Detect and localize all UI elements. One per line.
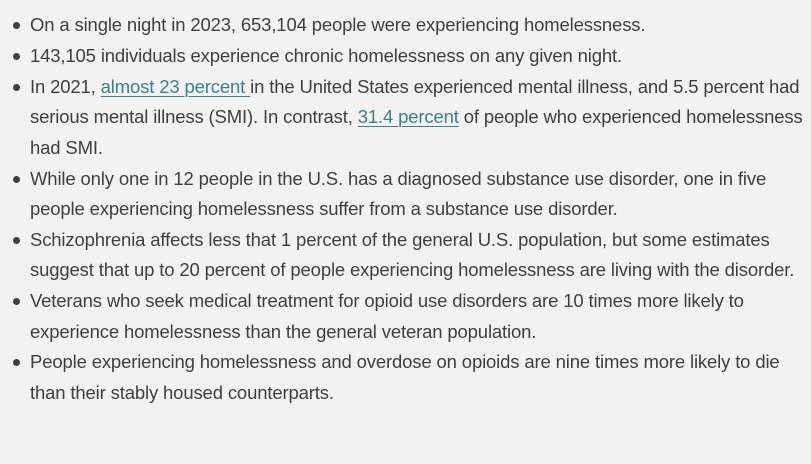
list-item: Schizophrenia affects less that 1 percen… (12, 225, 805, 286)
bullet-icon (13, 22, 20, 29)
bullet-icon (13, 175, 20, 183)
bullet-icon (13, 359, 20, 367)
list-item: While only one in 12 people in the U.S. … (12, 164, 805, 225)
list-item-text: While only one in 12 people in the U.S. … (30, 167, 767, 219)
bullet-icon (13, 298, 20, 306)
list-item-text-middle: in the United States experienced mental … (30, 75, 800, 128)
bullet-icon (13, 52, 20, 60)
list-item-text: 143,105 individuals experience chronic h… (30, 44, 623, 66)
bullet-icon (13, 236, 20, 244)
list-item: On a single night in 2023, 653,104 peopl… (12, 10, 805, 40)
bullet-icon (13, 83, 20, 91)
list-item-text: People experiencing homelessness and ove… (30, 351, 780, 403)
list-item-text: Schizophrenia affects less that 1 percen… (30, 228, 795, 281)
list-item: 143,105 individuals experience chronic h… (12, 41, 805, 71)
list-item: In 2021, almost 23 percent in the United… (12, 72, 805, 163)
list-item: People experiencing homelessness and ove… (12, 347, 805, 408)
list-item-text: Veterans who seek medical treatment for … (30, 290, 744, 342)
list-item-text-before: In 2021, (30, 75, 101, 97)
list-item: Veterans who seek medical treatment for … (12, 286, 805, 347)
statistics-list: On a single night in 2023, 653,104 peopl… (12, 10, 805, 408)
almost-23-percent-link[interactable]: almost 23 percent (100, 75, 251, 97)
31-4-percent-link[interactable]: 31.4 percent (357, 106, 459, 128)
list-item-text-after: of people who experienced homelessness h… (30, 106, 803, 158)
list-item-text: On a single night in 2023, 653,104 peopl… (30, 14, 646, 35)
